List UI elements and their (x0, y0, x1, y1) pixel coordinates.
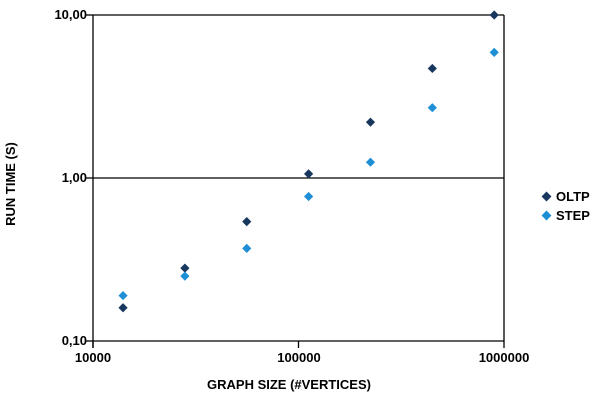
data-point-step-1 (180, 271, 190, 281)
y-tick-label-0-1: 0,10 (61, 333, 87, 348)
legend-item-oltp: OLTP (541, 187, 590, 206)
data-point-oltp-3 (304, 169, 314, 179)
legend-label-step: STEP (556, 208, 590, 223)
legend: OLTP STEP (541, 187, 590, 225)
data-point-oltp-2 (242, 217, 252, 227)
step-diamond-marker-icon (541, 210, 552, 221)
x-tick-label-10000: 10000 (74, 350, 112, 365)
data-point-step-3 (304, 191, 314, 202)
data-point-oltp-4 (365, 117, 376, 127)
data-point-step-4 (365, 157, 376, 167)
y-tick-label-10: 10,00 (54, 7, 87, 22)
x-axis-title: GRAPH SIZE (#VERTICES) (207, 377, 371, 392)
data-point-step-0 (118, 290, 128, 301)
x-tick-label-100000: 100000 (277, 350, 321, 365)
data-point-oltp-1 (180, 263, 190, 273)
y-tick-label-1: 1,00 (61, 170, 87, 185)
data-point-oltp-5 (427, 63, 437, 74)
oltp-diamond-marker-icon (541, 191, 552, 202)
y-axis-title: RUN TIME (S) (3, 142, 18, 226)
legend-item-step: STEP (541, 206, 590, 225)
legend-label-oltp: OLTP (556, 189, 590, 204)
data-point-step-6 (489, 47, 499, 57)
data-point-step-5 (427, 103, 437, 113)
x-tick-label-1000000: 1000000 (478, 350, 530, 365)
data-point-step-2 (242, 243, 252, 253)
data-point-oltp-6 (489, 10, 499, 20)
data-point-oltp-0 (118, 303, 128, 313)
